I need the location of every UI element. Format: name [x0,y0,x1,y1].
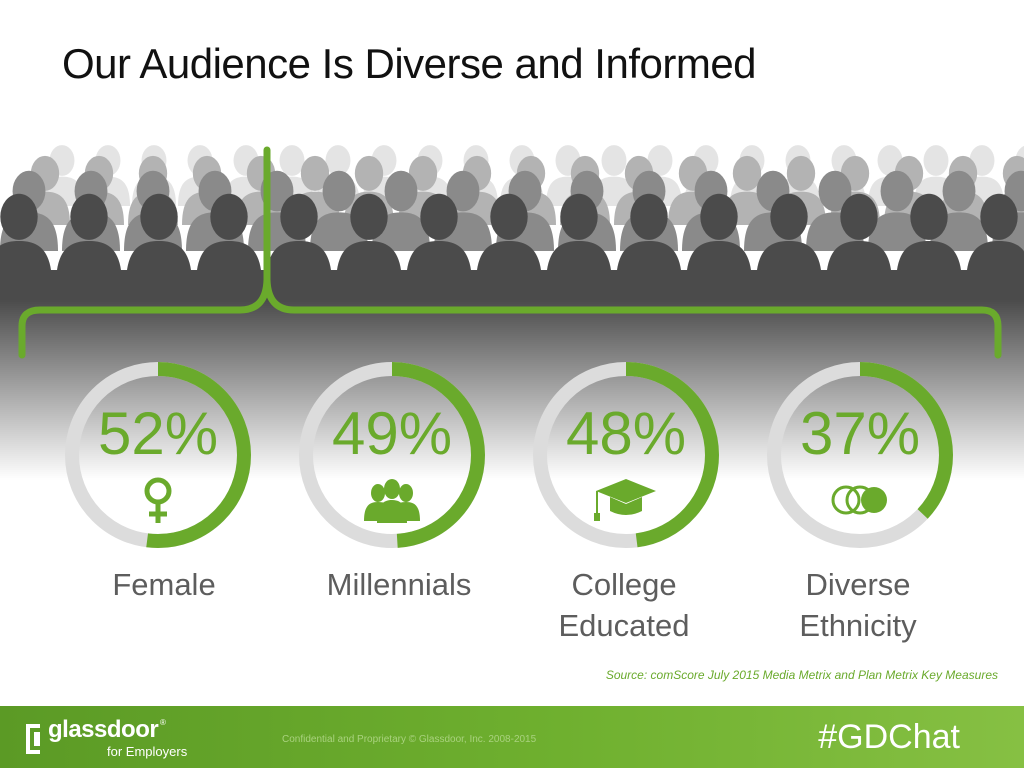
ring-progress-arc [299,362,485,548]
progress-ring [533,362,719,548]
stat-label-line: Educated [558,608,690,643]
registered-mark: ® [160,718,166,727]
glassdoor-door-icon [26,724,40,754]
overlapping-circles-icon [831,485,887,515]
footer-bar: glassdoor ® for Employers Confidential a… [0,706,1024,768]
stat-label-line: Millennials [326,567,472,602]
ring-progress-arc [65,362,251,548]
confidential-notice: Confidential and Proprietary © Glassdoor… [282,734,537,745]
progress-ring [299,362,485,548]
ring-progress-arc [533,362,719,548]
slide-title: Our Audience Is Diverse and Informed [62,40,757,87]
stat-percent: 52% [97,400,219,467]
stat-label-line: College [571,567,677,602]
group-people-icon [364,479,420,523]
stat-ring-3: 48% [526,355,726,555]
glassdoor-logo-text: glassdoor [48,716,159,743]
graduation-cap-icon [594,479,656,521]
stat-ring-1: 52% [58,355,258,555]
stat-label-line: Diverse [805,567,911,602]
stat-label-line: Female [112,567,216,602]
stat-ring-2: 49% [292,355,492,555]
stat-label-line: Ethnicity [799,608,917,643]
gdchat-hashtag: #GDChat [818,718,960,756]
stat-label: Millennials [279,564,519,605]
stat-percent: 37% [799,400,921,467]
stat-percent: 49% [331,400,453,467]
ring-progress-arc [767,362,953,548]
female-symbol-icon [144,477,172,523]
glassdoor-logo-subtitle: for Employers [107,744,188,759]
source-note: Source: comScore July 2015 Media Metrix … [605,668,998,682]
stat-label: Diverse Ethnicity [738,564,978,646]
stat-label: Female [44,564,284,605]
stat-percent: 48% [565,400,687,467]
stat-label: College Educated [504,564,744,646]
progress-ring [65,362,251,548]
stat-ring-4: 37% [760,355,960,555]
progress-ring [767,362,953,548]
